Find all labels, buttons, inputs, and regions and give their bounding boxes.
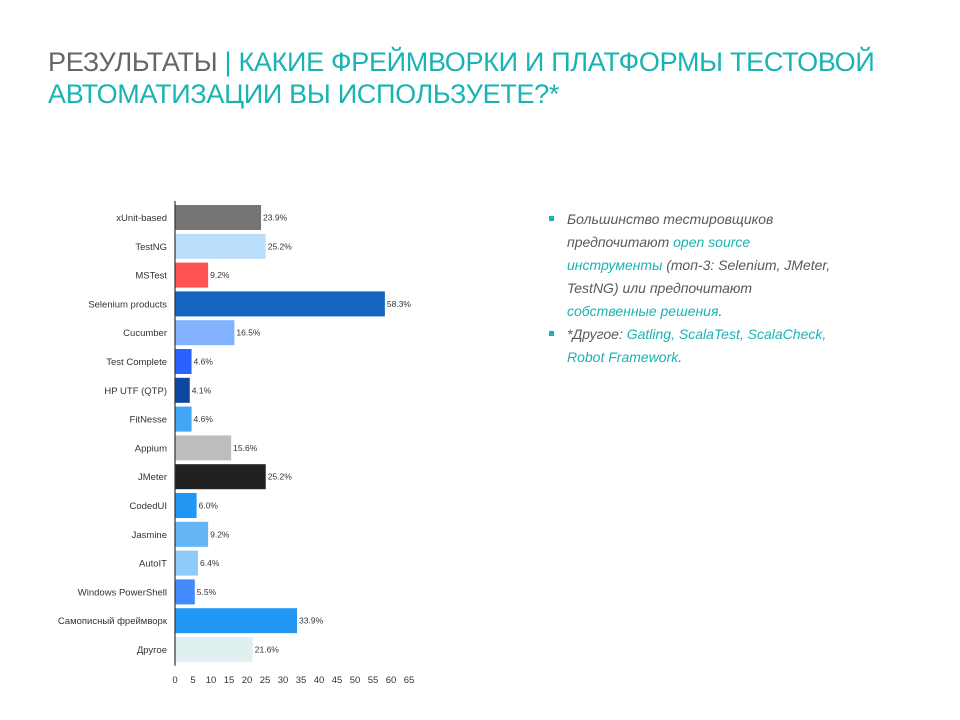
value-label: 5.5% <box>197 587 217 597</box>
category-label: Jasmine <box>132 530 167 541</box>
bar-selenium-products <box>175 291 385 317</box>
note-item-other: *Другое: Gatling, ScalaTest, ScalaCheck,… <box>548 323 838 369</box>
value-label: 4.1% <box>192 385 212 395</box>
bar-windows-powershell <box>175 579 195 605</box>
bar-fitnesse <box>175 406 192 432</box>
x-tick-label: 65 <box>404 675 415 686</box>
note-text: *Другое: <box>567 326 627 342</box>
value-label: 4.6% <box>194 414 214 424</box>
bar-самописный-фреймворк <box>175 608 298 634</box>
bar-jasmine <box>175 521 209 547</box>
x-tick-label: 15 <box>224 675 235 686</box>
value-label: 4.6% <box>194 357 214 367</box>
value-label: 9.2% <box>210 529 230 539</box>
value-label: 25.2% <box>268 472 293 482</box>
x-tick-label: 40 <box>314 675 325 686</box>
bar-chart: xUnit-based TestNG MSTest Selenium products… <box>40 200 440 690</box>
category-label: Test Complete <box>106 357 167 368</box>
x-tick-label: 25 <box>260 675 271 686</box>
x-tick-label: 35 <box>296 675 307 686</box>
category-label: FitNesse <box>130 415 167 426</box>
note-text: Большинство тестировщиков предпочитают <box>567 211 774 250</box>
category-label: Windows PowerShell <box>78 587 167 598</box>
bar-codedui <box>175 493 197 518</box>
bars-layer <box>175 205 385 662</box>
x-tick-label: 60 <box>386 675 397 686</box>
category-label: TestNG <box>135 242 167 253</box>
bar-mstest <box>175 262 209 288</box>
category-label: CodedUI <box>130 501 168 512</box>
x-tick-label: 0 <box>172 675 177 686</box>
title-separator: | <box>217 47 239 77</box>
note-text: . <box>718 303 723 319</box>
value-label: 25.2% <box>268 241 293 251</box>
bullet-icon <box>549 216 554 221</box>
x-tick-label: 30 <box>278 675 289 686</box>
category-labels: xUnit-based TestNG MSTest Selenium products… <box>58 213 168 656</box>
category-label: Другое <box>137 645 167 656</box>
category-label: HP UTF (QTP) <box>104 386 167 397</box>
value-label: 33.9% <box>299 616 324 626</box>
bar-chart-svg: xUnit-based TestNG MSTest Selenium products… <box>58 201 414 686</box>
value-label: 16.5% <box>236 328 261 338</box>
category-label: Appium <box>135 443 167 454</box>
notes-list: Большинство тестировщиков предпочитают o… <box>548 208 838 369</box>
category-label: xUnit-based <box>116 213 167 224</box>
category-label: AutoIT <box>139 559 167 570</box>
value-label: 58.3% <box>387 299 412 309</box>
value-label: 6.4% <box>200 558 220 568</box>
value-label: 15.6% <box>233 443 258 453</box>
value-label: 21.6% <box>255 645 280 655</box>
bar-другое <box>175 637 253 662</box>
category-label: JMeter <box>138 472 167 483</box>
value-labels: 23.9% 25.2% 9.2% 58.3% 16.5% 4.6% 4.1% 4.6% 15.6… <box>192 213 412 655</box>
category-label: Cucumber <box>123 328 167 339</box>
bar-appium <box>175 435 232 461</box>
note-highlight-open-source: open source инструменты <box>567 234 751 273</box>
x-axis-ticks: 0 5 10 15 20 25 30 35 40 45 50 55 60 65 <box>172 675 414 686</box>
x-tick-label: 20 <box>242 675 253 686</box>
x-tick-label: 50 <box>350 675 361 686</box>
note-text: . <box>678 349 683 365</box>
title-results: РЕЗУЛЬТАТЫ <box>48 47 218 77</box>
x-tick-label: 55 <box>368 675 379 686</box>
bar-hp-utf-qtp <box>175 377 190 403</box>
x-tick-label: 5 <box>190 675 195 686</box>
bar-cucumber <box>175 320 235 346</box>
bar-xunit-based <box>175 205 262 230</box>
slide-title: РЕЗУЛЬТАТЫ | КАКИЕ ФРЕЙМВОРКИ И ПЛАТФОРМ… <box>48 46 928 110</box>
title-question: КАКИЕ ФРЕЙМВОРКИ И ПЛАТФОРМЫ ТЕСТОВОЙ АВ… <box>48 47 875 109</box>
note-highlight-other-tools: Gatling, ScalaTest, ScalaCheck, Robot Fr… <box>567 326 827 365</box>
category-label: Selenium products <box>88 299 167 310</box>
bullet-icon <box>549 331 554 336</box>
note-text: (топ-3: Selenium, JMeter, TestNG) или пр… <box>567 257 831 296</box>
bar-testng <box>175 233 266 259</box>
bar-test-complete <box>175 349 192 374</box>
bar-autoit <box>175 550 199 576</box>
x-tick-label: 10 <box>206 675 217 686</box>
note-highlight-own-solutions: собственные решения <box>567 303 719 319</box>
value-label: 9.2% <box>210 270 230 280</box>
value-label: 6.0% <box>199 501 219 511</box>
x-tick-label: 45 <box>332 675 343 686</box>
category-label: Самописный фреймворк <box>58 616 168 627</box>
bar-jmeter <box>175 464 266 490</box>
note-item-summary: Большинство тестировщиков предпочитают o… <box>548 208 838 323</box>
category-label: MSTest <box>135 271 167 282</box>
value-label: 23.9% <box>263 213 288 223</box>
